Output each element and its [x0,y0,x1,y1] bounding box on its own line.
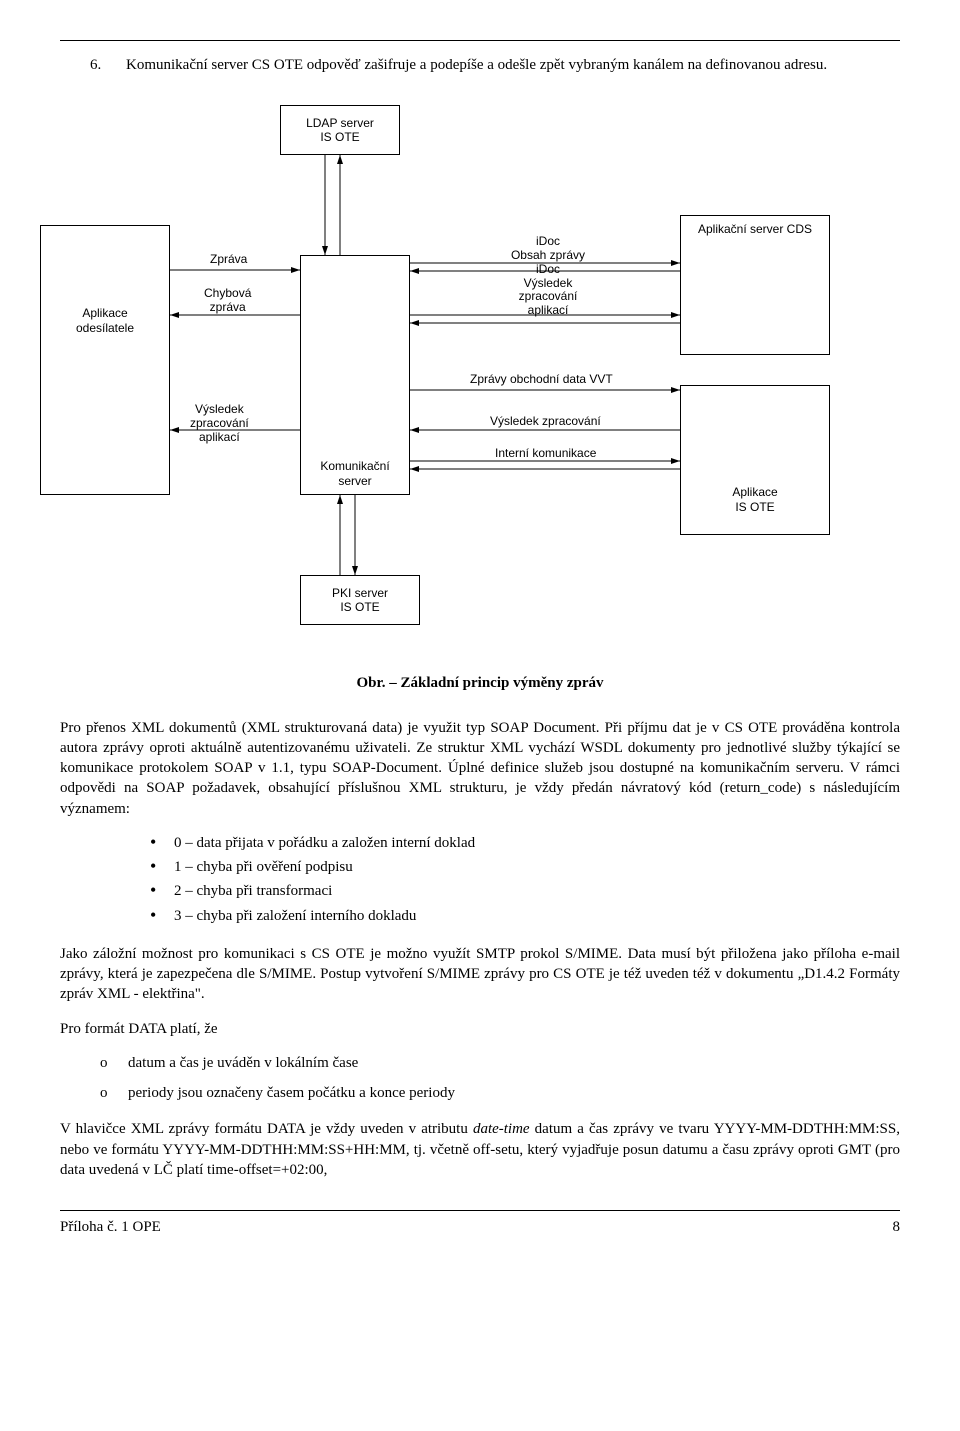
lbl-intern: Interní komunikace [495,447,596,461]
lbl-zprava: Zpráva [210,253,247,267]
box-pki: PKI serverIS OTE [300,575,420,625]
intro-num: 6. [90,55,116,75]
o-list: odatum a čas je uváděn v lokálním čase o… [100,1053,900,1104]
lbl-vvt: Zprávy obchodní data VVT [470,373,613,387]
footer: Příloha č. 1 OPE 8 [60,1217,900,1237]
footer-right: 8 [893,1217,901,1237]
o-item: odatum a čas je uváděn v lokálním čase [100,1053,900,1073]
lbl-idoc: iDocObsah zprávyiDocVýsledekzpracováníap… [488,235,608,318]
intro-text: Komunikační server CS OTE odpověď zašifr… [126,55,900,75]
box-comm: Komunikační server [300,255,410,495]
para3: Pro formát DATA platí, že [60,1019,900,1039]
bottom-rule [60,1210,900,1211]
box-ais: AplikaceIS OTE [680,385,830,535]
para4: V hlavičce XML zprávy formátu DATA je vž… [60,1119,900,1180]
o-marker: o [100,1083,116,1103]
box-sender: Aplikaceodesílatele [40,225,170,495]
box-ldap: LDAP serverIS OTE [280,105,400,155]
top-rule [60,40,900,41]
lbl-chybova: Chybovázpráva [204,287,251,315]
figure-caption: Obr. – Základní princip výměny zpráv [60,673,900,693]
dot-icon: • [150,906,160,924]
bullet-item: •1 – chyba při ověření podpisu [150,857,900,877]
bullet-item: •2 – chyba při transformaci [150,881,900,901]
bullet-item: •0 – data přijata v pořádku a založen in… [150,833,900,853]
o-marker: o [100,1053,116,1073]
para2: Jako záložní možnost pro komunikaci s CS… [60,944,900,1005]
intro-line: 6. Komunikační server CS OTE odpověď zaš… [90,55,900,75]
bullet-item: •3 – chyba při založení interního doklad… [150,906,900,926]
bullets: •0 – data přijata v pořádku a založen in… [150,833,900,926]
dot-icon: • [150,857,160,875]
em-date-time: date-time [473,1121,530,1137]
footer-left: Příloha č. 1 OPE [60,1217,161,1237]
lbl-vysl2: Výsledek zpracování [490,415,601,429]
dot-icon: • [150,833,160,851]
box-acds: Aplikační server CDS [680,215,830,355]
lbl-vysl1: Výsledekzpracováníaplikací [190,403,249,444]
o-item: operiody jsou označeny časem počátku a k… [100,1083,900,1103]
dot-icon: • [150,881,160,899]
para1: Pro přenos XML dokumentů (XML strukturov… [60,718,900,819]
diagram: LDAP serverIS OTE Aplikaceodesílatele Ko… [40,95,880,655]
